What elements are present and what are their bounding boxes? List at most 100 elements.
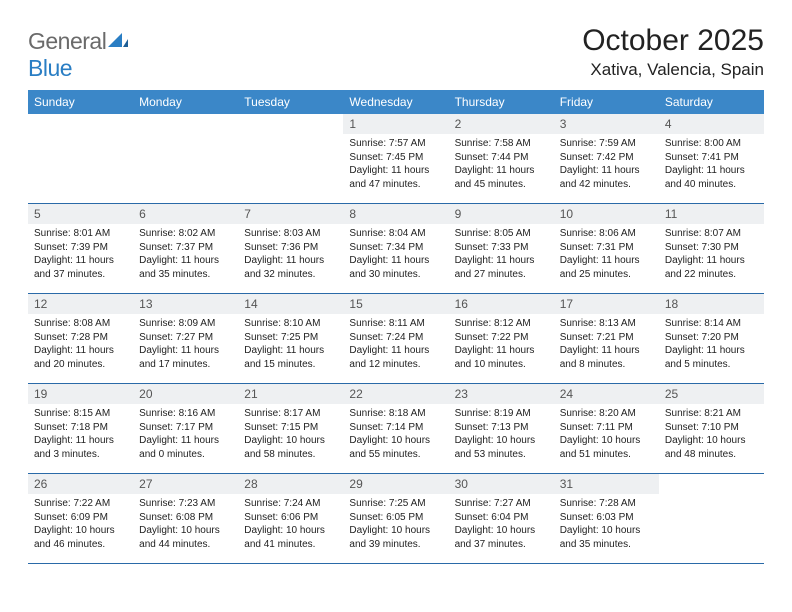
daylight-text: Daylight: 10 hours and 53 minutes. [455,434,548,461]
daylight-text: Daylight: 11 hours and 3 minutes. [34,434,127,461]
sunset-text: Sunset: 6:09 PM [34,511,127,525]
sunset-text: Sunset: 7:17 PM [139,421,232,435]
sunset-text: Sunset: 7:45 PM [349,151,442,165]
sunrise-text: Sunrise: 8:17 AM [244,407,337,421]
daylight-text: Daylight: 10 hours and 46 minutes. [34,524,127,551]
sunrise-text: Sunrise: 8:20 AM [560,407,653,421]
weekday-header: Saturday [659,90,764,114]
logo-text-gray: General [28,28,106,54]
sunrise-text: Sunrise: 7:23 AM [139,497,232,511]
calendar-day-cell [659,474,764,564]
day-number: 18 [659,294,764,314]
weekday-header: Monday [133,90,238,114]
sunset-text: Sunset: 7:22 PM [455,331,548,345]
daylight-text: Daylight: 10 hours and 37 minutes. [455,524,548,551]
calendar-day-cell: 16 Sunrise: 8:12 AMSunset: 7:22 PMDayligh… [449,294,554,384]
day-number: 6 [133,204,238,224]
day-number: 4 [659,114,764,134]
daylight-text: Daylight: 11 hours and 32 minutes. [244,254,337,281]
logo-sail-icon [108,33,128,54]
calendar-day-cell: 17Sunrise: 8:13 AMSunset: 7:21 PMDayligh… [554,294,659,384]
sunrise-text: Sunrise: 7:27 AM [455,497,548,511]
day-number: 23 [449,384,554,404]
daylight-text: Daylight: 11 hours and 15 minutes. [244,344,337,371]
day-number: 2 [449,114,554,134]
daylight-text: Daylight: 10 hours and 58 minutes. [244,434,337,461]
sunset-text: Sunset: 7:33 PM [455,241,548,255]
calendar-day-cell: 19Sunrise: 8:15 AMSunset: 7:18 PMDayligh… [28,384,133,474]
weekday-header: Wednesday [343,90,448,114]
calendar-week-row: 19Sunrise: 8:15 AMSunset: 7:18 PMDayligh… [28,384,764,474]
calendar-day-cell: 2Sunrise: 7:58 AMSunset: 7:44 PMDaylight… [449,114,554,204]
daylight-text: Daylight: 10 hours and 35 minutes. [560,524,653,551]
calendar-day-cell: 7Sunrise: 8:03 AMSunset: 7:36 PMDaylight… [238,204,343,294]
sunset-text: Sunset: 7:36 PM [244,241,337,255]
sunrise-text: Sunrise: 7:28 AM [560,497,653,511]
sunrise-text: Sunrise: 8:06 AM [560,227,653,241]
weekday-header: Tuesday [238,90,343,114]
day-number: 14 [238,294,343,314]
calendar-day-cell: 22Sunrise: 8:18 AMSunset: 7:14 PMDayligh… [343,384,448,474]
sunset-text: Sunset: 6:04 PM [455,511,548,525]
sunset-text: Sunset: 6:08 PM [139,511,232,525]
calendar-day-cell: 24Sunrise: 8:20 AMSunset: 7:11 PMDayligh… [554,384,659,474]
location: Xativa, Valencia, Spain [582,60,764,80]
day-number: 26 [28,474,133,494]
calendar-day-cell: 29Sunrise: 7:25 AMSunset: 6:05 PMDayligh… [343,474,448,564]
day-number: 13 [133,294,238,314]
day-number: 10 [554,204,659,224]
daylight-text: Daylight: 11 hours and 10 minutes. [455,344,548,371]
calendar-week-row: 1Sunrise: 7:57 AMSunset: 7:45 PMDaylight… [28,114,764,204]
sunset-text: Sunset: 7:42 PM [560,151,653,165]
sunrise-text: Sunrise: 7:59 AM [560,137,653,151]
day-number: 9 [449,204,554,224]
daylight-text: Daylight: 10 hours and 39 minutes. [349,524,442,551]
daylight-text: Daylight: 10 hours and 55 minutes. [349,434,442,461]
sunrise-text: Sunrise: 8:07 AM [665,227,758,241]
daylight-text: Daylight: 11 hours and 47 minutes. [349,164,442,191]
sunset-text: Sunset: 7:31 PM [560,241,653,255]
day-number: 16 [449,294,554,314]
sunrise-text: Sunrise: 8:21 AM [665,407,758,421]
sunset-text: Sunset: 7:25 PM [244,331,337,345]
daylight-text: Daylight: 11 hours and 37 minutes. [34,254,127,281]
header: General Blue October 2025 Xativa, Valenc… [28,24,764,82]
title-block: October 2025 Xativa, Valencia, Spain [582,24,764,80]
sunrise-text: Sunrise: 8:14 AM [665,317,758,331]
sunset-text: Sunset: 7:41 PM [665,151,758,165]
sunrise-text: Sunrise: 8:02 AM [139,227,232,241]
day-number: 29 [343,474,448,494]
calendar-day-cell: 31Sunrise: 7:28 AMSunset: 6:03 PMDayligh… [554,474,659,564]
calendar-day-cell: 1Sunrise: 7:57 AMSunset: 7:45 PMDaylight… [343,114,448,204]
calendar-day-cell [133,114,238,204]
day-number: 19 [28,384,133,404]
calendar-day-cell: 9Sunrise: 8:05 AMSunset: 7:33 PMDaylight… [449,204,554,294]
sunset-text: Sunset: 7:14 PM [349,421,442,435]
daylight-text: Daylight: 11 hours and 0 minutes. [139,434,232,461]
daylight-text: Daylight: 11 hours and 8 minutes. [560,344,653,371]
calendar-day-cell: 3Sunrise: 7:59 AMSunset: 7:42 PMDaylight… [554,114,659,204]
sunrise-text: Sunrise: 8:01 AM [34,227,127,241]
calendar-day-cell: 6Sunrise: 8:02 AMSunset: 7:37 PMDaylight… [133,204,238,294]
sunrise-text: Sunrise: 8:05 AM [455,227,548,241]
sunset-text: Sunset: 7:10 PM [665,421,758,435]
calendar-day-cell [28,114,133,204]
sunrise-text: Sunrise: 8:12 AM [455,317,548,331]
calendar-day-cell: 28Sunrise: 7:24 AMSunset: 6:06 PMDayligh… [238,474,343,564]
day-number: 21 [238,384,343,404]
day-number: 28 [238,474,343,494]
day-number: 15 [343,294,448,314]
sunrise-text: Sunrise: 8:09 AM [139,317,232,331]
calendar-week-row: 12Sunrise: 8:08 AMSunset: 7:28 PMDayligh… [28,294,764,384]
day-number: 3 [554,114,659,134]
sunset-text: Sunset: 7:18 PM [34,421,127,435]
sunset-text: Sunset: 7:37 PM [139,241,232,255]
page-title: October 2025 [582,24,764,58]
sunset-text: Sunset: 7:24 PM [349,331,442,345]
calendar-day-cell: 5Sunrise: 8:01 AMSunset: 7:39 PMDaylight… [28,204,133,294]
sunrise-text: Sunrise: 8:10 AM [244,317,337,331]
sunset-text: Sunset: 7:30 PM [665,241,758,255]
calendar-day-cell: 14 Sunrise: 8:10 AMSunset: 7:25 PMDayligh… [238,294,343,384]
daylight-text: Daylight: 11 hours and 30 minutes. [349,254,442,281]
calendar-day-cell: 11Sunrise: 8:07 AMSunset: 7:30 PMDayligh… [659,204,764,294]
